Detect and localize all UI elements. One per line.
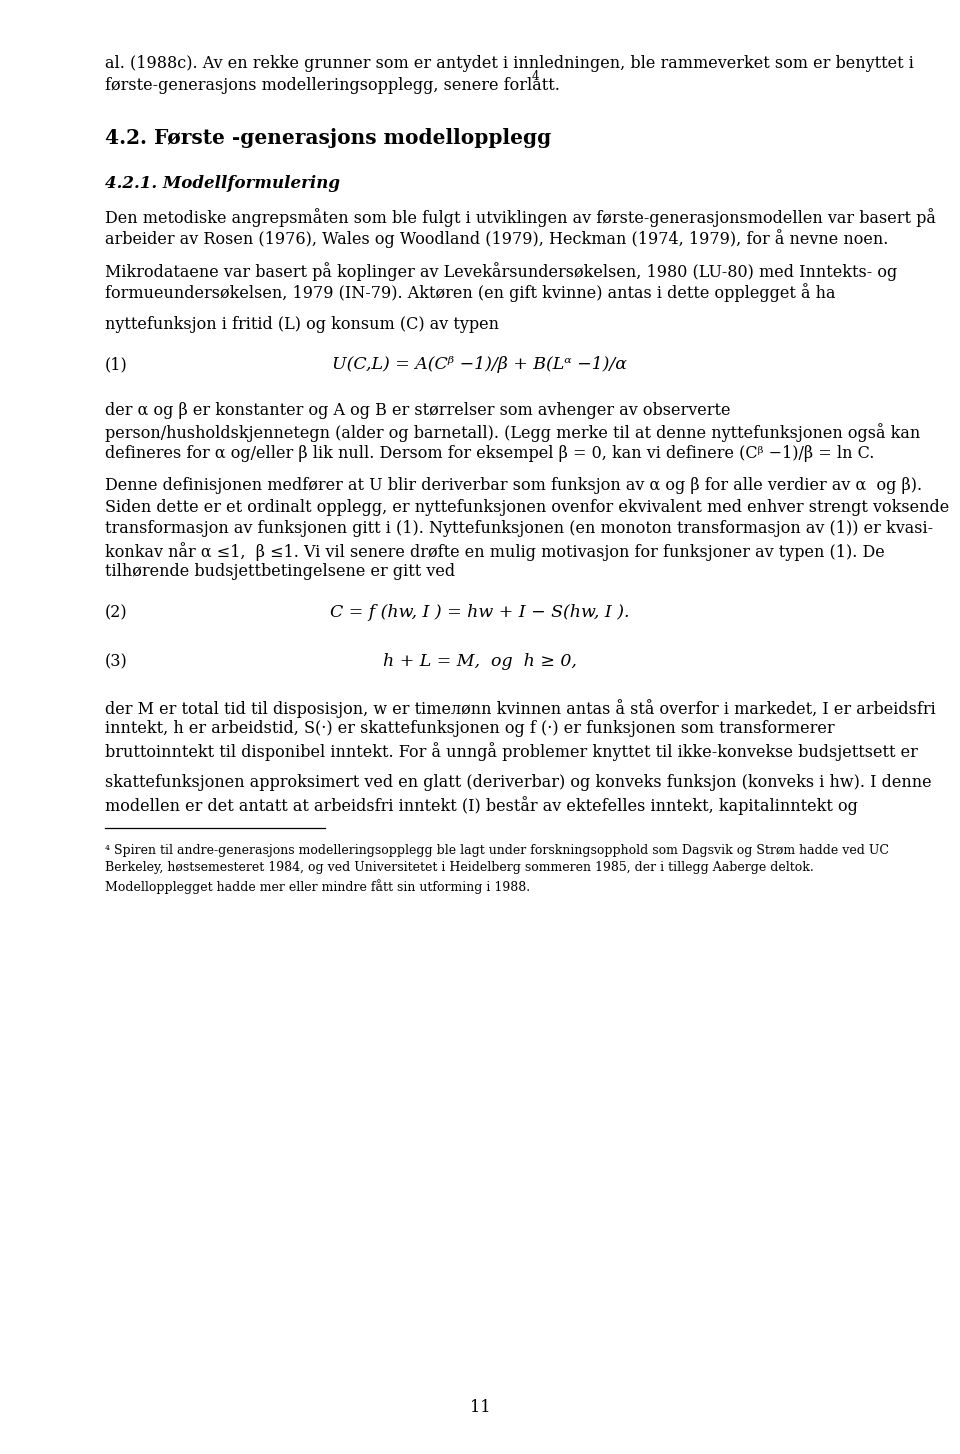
Text: 4: 4 — [532, 70, 540, 83]
Text: modellen er det antatt at arbeidsfri inntekt (I) består av ektefelles inntekt, k: modellen er det antatt at arbeidsfri inn… — [105, 795, 858, 814]
Text: formueundersøkelsen, 1979 (IN-79). Aktøren (en gift kvinne) antas i dette oppleg: formueundersøkelsen, 1979 (IN-79). Aktør… — [105, 284, 835, 302]
Text: Denne definisjonen medfører at U blir deriverbar som funksjon av α og β for alle: Denne definisjonen medfører at U blir de… — [105, 477, 923, 494]
Text: der M er total tid til disposisjon, w er timелønn kvinnen antas å stå overfor i : der M er total tid til disposisjon, w er… — [105, 698, 936, 717]
Text: (3): (3) — [105, 653, 128, 670]
Text: defineres for α og/eller β lik null. Dersom for eksempel β = 0, kan vi definere : defineres for α og/eller β lik null. Der… — [105, 445, 875, 462]
Text: 4.2.1. Modellformulering: 4.2.1. Modellformulering — [105, 176, 340, 192]
Text: al. (1988c). Av en rekke grunner som er antydet i innledningen, ble rammeverket : al. (1988c). Av en rekke grunner som er … — [105, 55, 914, 73]
Text: Berkeley, høstsemesteret 1984, og ved Universitetet i Heidelberg sommeren 1985, : Berkeley, høstsemesteret 1984, og ved Un… — [105, 861, 814, 874]
Text: nyttefunksjon i fritid (L) og konsum (C) av typen: nyttefunksjon i fritid (L) og konsum (C)… — [105, 316, 499, 333]
Text: (1): (1) — [105, 356, 128, 374]
Text: person/husholdskjennetegn (alder og barnetall). (Legg merke til at denne nyttefu: person/husholdskjennetegn (alder og barn… — [105, 423, 921, 442]
Text: Den metodiske angrepsmåten som ble fulgt i utviklingen av første-generasjonsmode: Den metodiske angrepsmåten som ble fulgt… — [105, 208, 936, 227]
Text: h + L = M,  og  h ≥ 0,: h + L = M, og h ≥ 0, — [383, 653, 577, 670]
Text: tilhørende budsjettbetingelsene er gitt ved: tilhørende budsjettbetingelsene er gitt … — [105, 563, 455, 580]
Text: Modellopplegget hadde mer eller mindre fått sin utforming i 1988.: Modellopplegget hadde mer eller mindre f… — [105, 880, 530, 894]
Text: ⁴ Spiren til andre-generasjons modelleringsopplegg ble lagt under forskningsopph: ⁴ Spiren til andre-generasjons modelleri… — [105, 843, 889, 856]
Text: inntekt, h er arbeidstid, S(·) er skattefunksjonen og f (·) er funksjonen som tr: inntekt, h er arbeidstid, S(·) er skatte… — [105, 720, 834, 737]
Text: skattefunksjonen approksimert ved en glatt (deriverbar) og konveks funksjon (kon: skattefunksjonen approksimert ved en gla… — [105, 774, 931, 791]
Text: transformasjon av funksjonen gitt i (1). Nyttefunksjonen (en monoton transformas: transformasjon av funksjonen gitt i (1).… — [105, 521, 933, 537]
Text: Mikrodataene var basert på koplinger av Levekårsundersøkelsen, 1980 (LU-80) med : Mikrodataene var basert på koplinger av … — [105, 262, 898, 281]
Text: bruttoinntekt til disponibel inntekt. For å unngå problemer knyttet til ikke-kon: bruttoinntekt til disponibel inntekt. Fo… — [105, 742, 918, 760]
Text: der α og β er konstanter og A og B er størrelser som avhenger av observerte: der α og β er konstanter og A og B er st… — [105, 401, 731, 419]
Text: 4.2. Første -generasjons modellopplegg: 4.2. Første -generasjons modellopplegg — [105, 128, 551, 148]
Text: arbeider av Rosen (1976), Wales og Woodland (1979), Heckman (1974, 1979), for å : arbeider av Rosen (1976), Wales og Woodl… — [105, 230, 888, 249]
Text: konkav når α ≤1,  β ≤1. Vi vil senere drøfte en mulig motivasjon for funksjoner : konkav når α ≤1, β ≤1. Vi vil senere drø… — [105, 542, 885, 561]
Text: C = f (hw, I ) = hw + I − S(hw, I ).: C = f (hw, I ) = hw + I − S(hw, I ). — [330, 603, 630, 621]
Text: Siden dette er et ordinalt opplegg, er nyttefunksjonen ovenfor ekvivalent med en: Siden dette er et ordinalt opplegg, er n… — [105, 499, 949, 516]
Text: U(C,L) = A(Cᵝ −1)/β + B(Lᵅ −1)/α: U(C,L) = A(Cᵝ −1)/β + B(Lᵅ −1)/α — [332, 356, 628, 374]
Text: 11: 11 — [469, 1399, 491, 1416]
Text: (2): (2) — [105, 603, 128, 621]
Text: første-generasjons modelleringsopplegg, senere forlatt.: første-generasjons modelleringsopplegg, … — [105, 77, 560, 93]
